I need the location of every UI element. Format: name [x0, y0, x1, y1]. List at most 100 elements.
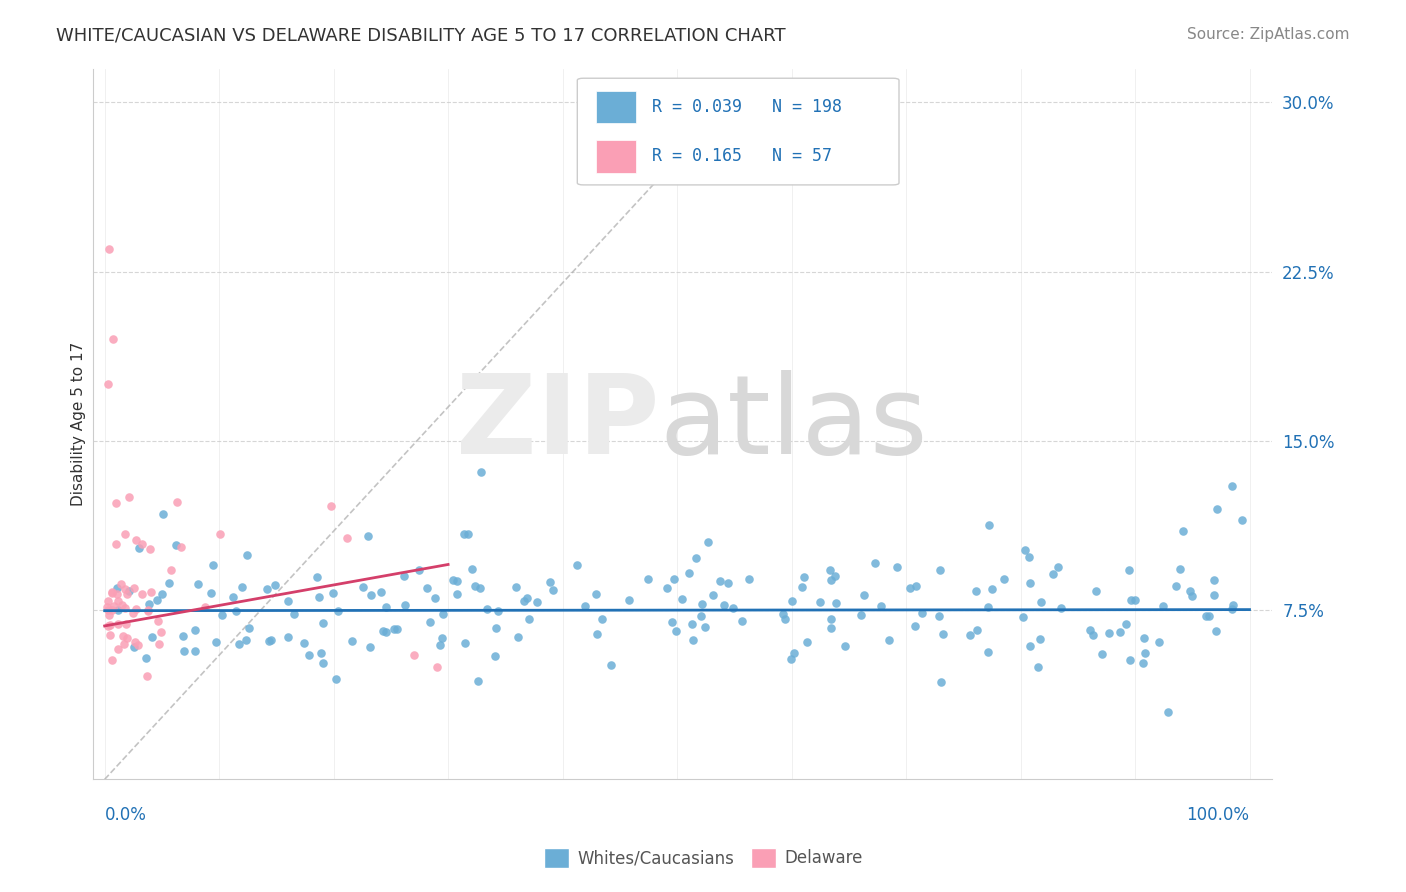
- Point: [1019, 639, 1042, 653]
- Point: [97, 594, 120, 608]
- Point: [374, 624, 396, 639]
- Point: [966, 624, 988, 638]
- Point: [1220, 601, 1243, 615]
- Point: [1194, 608, 1216, 623]
- Text: atlas: atlas: [659, 370, 928, 477]
- Y-axis label: Disability Age 5 to 17: Disability Age 5 to 17: [72, 342, 86, 506]
- Point: [138, 541, 160, 556]
- Point: [139, 585, 162, 599]
- Point: [464, 579, 486, 593]
- Point: [825, 596, 848, 610]
- Point: [793, 570, 815, 584]
- Point: [1029, 632, 1052, 646]
- Point: [981, 582, 1004, 596]
- Point: [298, 648, 321, 663]
- Point: [779, 652, 801, 666]
- Point: [818, 563, 841, 577]
- Point: [202, 558, 225, 572]
- Point: [166, 495, 188, 509]
- Point: [131, 536, 153, 550]
- Point: [1109, 625, 1132, 640]
- Point: [352, 581, 374, 595]
- Point: [110, 577, 132, 591]
- Point: [1028, 660, 1050, 674]
- Point: [1115, 617, 1137, 632]
- Point: [979, 518, 1001, 533]
- Point: [149, 624, 172, 639]
- Point: [1050, 600, 1073, 615]
- Point: [886, 560, 908, 574]
- Point: [681, 617, 703, 632]
- Point: [135, 650, 157, 665]
- Point: [101, 332, 124, 346]
- Point: [467, 674, 489, 689]
- Text: Source: ZipAtlas.com: Source: ZipAtlas.com: [1187, 27, 1350, 42]
- Point: [470, 581, 492, 595]
- Point: [170, 540, 193, 554]
- Point: [97, 377, 120, 392]
- Point: [225, 604, 247, 618]
- Point: [1202, 588, 1225, 602]
- Point: [211, 607, 233, 622]
- Point: [432, 607, 454, 621]
- Legend: Whites/Caucasians, Delaware: Whites/Caucasians, Delaware: [537, 841, 869, 875]
- Point: [470, 465, 492, 479]
- Point: [1078, 624, 1101, 638]
- Point: [104, 495, 127, 509]
- Point: [1157, 705, 1180, 719]
- Point: [717, 575, 740, 590]
- Point: [657, 581, 679, 595]
- Point: [517, 611, 540, 625]
- Point: [488, 604, 510, 618]
- Point: [236, 548, 259, 562]
- Point: [1222, 598, 1244, 612]
- Text: 0.0%: 0.0%: [104, 806, 146, 824]
- Point: [1042, 567, 1064, 582]
- Text: ZIP: ZIP: [456, 370, 659, 477]
- Point: [307, 570, 329, 584]
- Point: [796, 634, 818, 648]
- Point: [136, 603, 159, 617]
- Point: [928, 609, 950, 624]
- Point: [772, 607, 794, 622]
- Point: [135, 669, 157, 683]
- Point: [115, 631, 138, 645]
- Point: [326, 604, 349, 618]
- Point: [429, 638, 451, 652]
- Point: [173, 643, 195, 657]
- Point: [824, 569, 846, 583]
- Point: [1133, 632, 1156, 646]
- Point: [385, 622, 408, 636]
- Point: [146, 614, 169, 628]
- Point: [1180, 583, 1202, 598]
- Point: [513, 593, 536, 607]
- Point: [96, 600, 118, 615]
- Point: [127, 638, 149, 652]
- Point: [231, 580, 253, 594]
- Point: [98, 617, 121, 632]
- Point: [808, 595, 831, 609]
- Point: [690, 598, 713, 612]
- Point: [325, 672, 347, 686]
- Point: [235, 633, 257, 648]
- Point: [148, 637, 170, 651]
- Point: [526, 594, 548, 608]
- Point: [1085, 584, 1108, 599]
- Point: [374, 600, 396, 615]
- Point: [877, 632, 900, 647]
- Point: [382, 622, 405, 636]
- Point: [446, 574, 468, 589]
- Point: [591, 612, 613, 626]
- Point: [101, 653, 124, 667]
- Point: [150, 586, 173, 600]
- Point: [959, 627, 981, 641]
- Point: [689, 608, 711, 623]
- Point: [260, 632, 283, 647]
- Point: [441, 574, 464, 588]
- Point: [1205, 624, 1227, 638]
- Point: [311, 615, 333, 630]
- Point: [586, 627, 609, 641]
- Point: [870, 599, 893, 613]
- Point: [820, 621, 842, 635]
- Point: [105, 537, 128, 551]
